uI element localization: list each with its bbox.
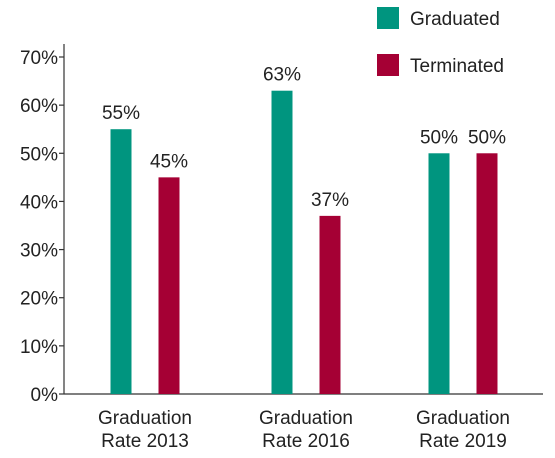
x-tick-label-line: Rate 2016 — [262, 431, 350, 452]
bar-graduated-1 — [110, 129, 132, 394]
y-tick-label: 10% — [20, 337, 58, 358]
y-tick-label: 40% — [20, 192, 58, 213]
y-tick-label: 30% — [20, 241, 58, 262]
x-tick-label-line: Graduation — [98, 408, 192, 429]
data-label: 55% — [102, 103, 140, 124]
x-tick-label-line: Graduation — [259, 408, 353, 429]
y-tick-label: 0% — [31, 385, 59, 406]
y-tick-label: 50% — [20, 144, 58, 165]
x-tick-label-line: Rate 2019 — [419, 431, 507, 452]
data-label: 37% — [311, 190, 349, 211]
x-tick-label-line: Rate 2013 — [101, 431, 189, 452]
y-tick-label: 70% — [20, 48, 58, 69]
bar-terminated-3 — [476, 153, 498, 394]
x-tick-label: Graduation Rate 2019 — [416, 408, 510, 452]
bar-graduated-3 — [428, 153, 450, 394]
bar-terminated-1 — [158, 177, 180, 394]
legend-label-terminated: Terminated — [410, 56, 504, 77]
x-tick-label: Graduation Rate 2013 — [98, 408, 192, 452]
x-tick-label-line: Graduation — [416, 408, 510, 429]
data-label: 45% — [150, 151, 188, 172]
data-label: 63% — [263, 65, 301, 86]
legend-swatch-terminated — [377, 54, 399, 76]
legend: Graduated Terminated — [377, 7, 504, 77]
y-tick-label: 20% — [20, 289, 58, 310]
data-label: 50% — [468, 127, 506, 148]
y-tick-label: 60% — [20, 96, 58, 117]
bars: 55% 63% 50% 45% 37% 50% — [102, 65, 506, 394]
data-label: 50% — [420, 127, 458, 148]
legend-label-graduated: Graduated — [410, 9, 500, 30]
legend-swatch-graduated — [377, 7, 399, 29]
x-tick-label: Graduation Rate 2016 — [259, 408, 353, 452]
bar-graduated-2 — [271, 90, 293, 394]
bar-terminated-2 — [319, 215, 341, 394]
y-axis: 0% 10% 20% 30% 40% 50% 60% 70% — [20, 44, 65, 406]
